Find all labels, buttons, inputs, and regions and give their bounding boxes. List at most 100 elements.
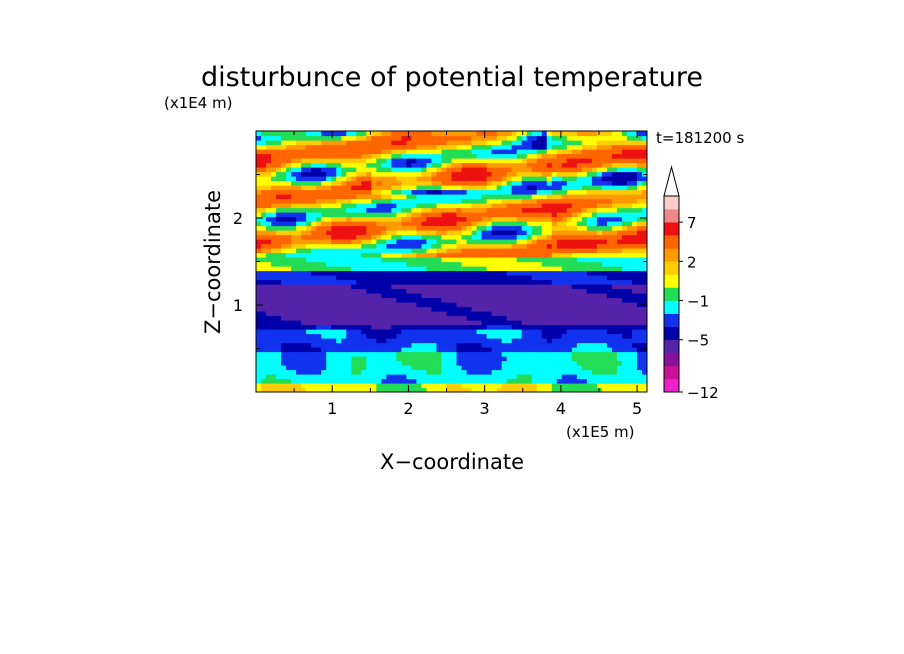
field-cell [606,135,613,141]
field-cell [556,212,563,218]
field-cell [341,270,347,276]
field-cell [631,212,638,218]
field-cell [311,185,317,191]
field-cell [391,383,397,389]
field-cell [621,203,628,209]
field-cell [331,180,337,186]
field-cell [601,176,608,182]
field-cell [561,351,568,357]
field-cell [636,324,643,330]
field-cell [486,342,493,348]
field-cell [541,221,548,227]
field-cell [591,239,598,245]
field-cell [436,221,443,227]
field-cell [576,338,583,344]
field-cell [416,243,423,249]
field-cell [641,176,647,182]
field-cell [296,189,302,195]
field-cell [376,270,382,276]
field-cell [406,383,412,389]
field-cell [526,311,533,317]
field-cell [281,374,287,380]
field-cell [501,180,508,186]
field-cell [461,230,468,236]
field-cell [261,216,267,222]
field-cell [441,315,448,321]
field-cell [526,347,533,353]
field-cell [526,131,533,137]
field-cell [416,140,423,146]
colorbar-swatch [664,287,679,301]
field-cell [476,261,483,267]
field-cell [591,374,598,380]
field-cell [461,347,468,353]
field-cell [411,284,418,290]
field-cell [356,369,362,375]
field-cell [381,369,387,375]
field-cell [456,279,463,285]
field-cell [496,140,503,146]
field-cell [531,198,538,204]
field-cell [296,261,302,267]
field-cell [596,387,603,392]
field-cell [271,230,277,236]
field-cell [381,212,387,218]
field-cell [581,140,588,146]
field-cell [271,203,277,209]
field-cell [426,360,433,366]
field-cell [521,198,528,204]
field-cell [426,324,433,330]
field-cell [271,257,277,263]
field-cell [331,135,337,141]
field-cell [451,351,458,357]
field-cell [281,387,287,392]
field-cell [596,338,603,344]
field-cell [636,351,643,357]
field-cell [626,284,633,290]
field-cell [581,135,588,141]
field-cell [541,293,548,299]
field-cell [476,234,483,240]
field-cell [286,162,292,168]
field-cell [626,302,633,308]
field-cell [601,171,608,177]
field-cell [491,306,498,312]
field-cell [406,171,412,177]
field-cell [316,198,322,204]
field-cell [361,387,367,392]
field-cell [476,347,483,353]
field-cell [296,162,302,168]
field-cell [571,302,578,308]
field-cell [591,131,598,137]
field-cell [561,306,568,312]
field-cell [641,198,647,204]
field-cell [531,356,538,362]
field-cell [571,315,578,321]
field-cell [526,248,533,254]
field-cell [601,239,608,245]
field-cell [341,140,347,146]
field-cell [466,333,473,339]
field-cell [571,365,578,371]
field-cell [466,162,473,168]
field-cell [296,284,302,290]
field-cell [561,158,568,164]
field-cell [596,333,603,339]
field-cell [556,216,563,222]
field-cell [616,167,623,173]
field-cell [496,216,503,222]
field-cell [606,140,613,146]
field-cell [336,252,342,258]
field-cell [376,243,382,249]
field-cell [396,320,402,326]
field-cell [566,356,573,362]
field-cell [471,135,478,141]
field-cell [401,279,407,285]
field-cell [351,284,357,290]
field-cell [631,302,638,308]
field-cell [571,180,578,186]
field-cell [281,315,287,321]
field-cell [276,248,282,254]
field-cell [521,293,528,299]
field-cell [621,369,628,375]
